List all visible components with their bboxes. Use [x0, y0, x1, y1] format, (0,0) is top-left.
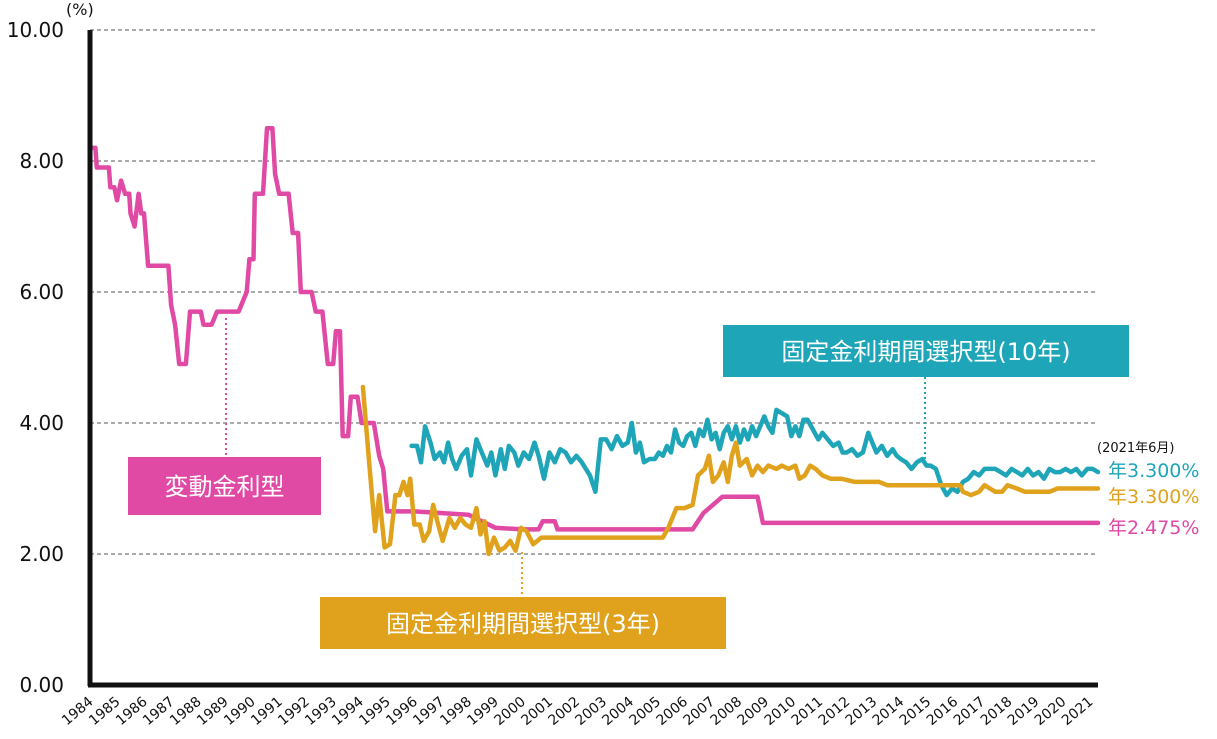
- callout-box: [723, 325, 1129, 377]
- as-of-note: (2021年6月): [1097, 441, 1175, 456]
- callout-label: 固定金利期間選択型(10年): [781, 338, 1070, 366]
- y-tick-label: 2.00: [19, 542, 64, 566]
- callout-label: 固定金利期間選択型(3年): [386, 610, 660, 638]
- end-value-label: 年3.300%: [1108, 460, 1199, 482]
- grid-lines: [90, 29, 1098, 555]
- y-tick-labels: 0.00 2.00 4.00 6.00 8.00 10.00: [7, 18, 64, 697]
- y-tick-label: 8.00: [19, 149, 64, 173]
- y-tick-label: 4.00: [19, 411, 64, 435]
- y-tick-label: 0.00: [19, 673, 64, 697]
- series-line: [360, 384, 1101, 557]
- series-line: [87, 126, 1101, 532]
- series-line: [409, 407, 1101, 498]
- x-tick-labels: 1984198519861987198819891990199119921993…: [59, 694, 1096, 729]
- x-tick-label: 2021: [1059, 694, 1097, 729]
- axes: [87, 30, 1098, 688]
- callout-label: 変動金利型: [165, 473, 285, 501]
- callout-box: [128, 457, 321, 515]
- end-value-label: 年3.300%: [1108, 486, 1199, 508]
- y-unit-label: (%): [66, 0, 94, 19]
- y-tick-label: 6.00: [19, 280, 64, 304]
- series-lines: [87, 126, 1101, 557]
- end-value-labels: 年3.300% 年3.300% 年2.475%: [1108, 460, 1199, 539]
- end-value-label: 年2.475%: [1108, 517, 1199, 539]
- callout-box: [320, 597, 726, 649]
- y-tick-label: 10.00: [7, 18, 64, 42]
